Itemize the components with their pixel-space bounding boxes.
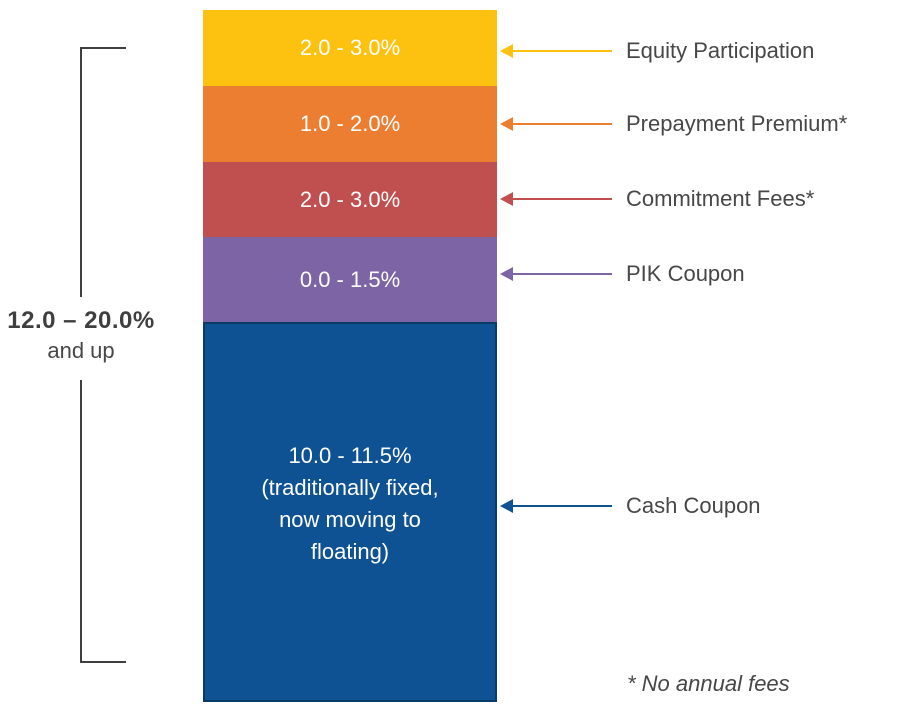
segment-value-label: 2.0 - 3.0% bbox=[299, 186, 401, 212]
arrow-left-icon bbox=[500, 44, 513, 58]
arrow-line bbox=[513, 123, 612, 125]
bracket-upper-line bbox=[80, 47, 82, 297]
arrow-left-icon bbox=[500, 117, 513, 131]
callout-label: Prepayment Premium* bbox=[626, 111, 848, 136]
arrow-left-icon bbox=[500, 192, 513, 206]
segment-cash-coupon: 10.0 - 11.5% (traditionally fixed, now m… bbox=[203, 322, 497, 702]
callout-label: Equity Participation bbox=[626, 38, 815, 63]
callout-cash-coupon: Cash Coupon bbox=[500, 493, 761, 519]
callout-pik-coupon: PIK Coupon bbox=[500, 261, 745, 287]
total-range-value: 12.0 – 20.0% bbox=[7, 307, 155, 334]
total-range-label: 12.0 – 20.0% and up bbox=[0, 306, 162, 366]
callout-commitment-fees: Commitment Fees* bbox=[500, 186, 814, 212]
arrow-left-icon bbox=[500, 499, 513, 513]
segment-value-label: 10.0 - 11.5% (traditionally fixed, now m… bbox=[261, 443, 439, 564]
total-range-suffix: and up bbox=[47, 338, 115, 363]
segment-value-label: 1.0 - 2.0% bbox=[299, 111, 401, 136]
segment-value-label: 2.0 - 3.0% bbox=[299, 35, 401, 60]
arrow-line bbox=[513, 50, 612, 52]
bracket-bottom-line bbox=[80, 661, 126, 663]
callout-equity-participation: Equity Participation bbox=[500, 38, 814, 64]
callout-label: Cash Coupon bbox=[626, 493, 761, 518]
arrow-left-icon bbox=[500, 267, 513, 281]
bracket-top-line bbox=[80, 47, 126, 49]
arrow-line bbox=[513, 273, 612, 275]
stacked-bar: 2.0 - 3.0% 1.0 - 2.0% 2.0 - 3.0% 0.0 - 1… bbox=[203, 10, 497, 702]
callout-prepayment-premium: Prepayment Premium* bbox=[500, 111, 847, 137]
arrow-line bbox=[513, 198, 612, 200]
segment-commitment-fees: 2.0 - 3.0% bbox=[203, 162, 497, 237]
segment-value-label: 0.0 - 1.5% bbox=[299, 266, 401, 292]
bracket-lower-line bbox=[80, 380, 82, 663]
segment-prepayment-premium: 1.0 - 2.0% bbox=[203, 86, 497, 162]
segment-equity-participation: 2.0 - 3.0% bbox=[203, 10, 497, 86]
callout-label: PIK Coupon bbox=[626, 261, 745, 286]
segment-pik-coupon: 0.0 - 1.5% bbox=[203, 237, 497, 322]
callout-label: Commitment Fees* bbox=[626, 186, 815, 211]
footnote: * No annual fees bbox=[627, 671, 790, 696]
arrow-line bbox=[513, 505, 612, 507]
